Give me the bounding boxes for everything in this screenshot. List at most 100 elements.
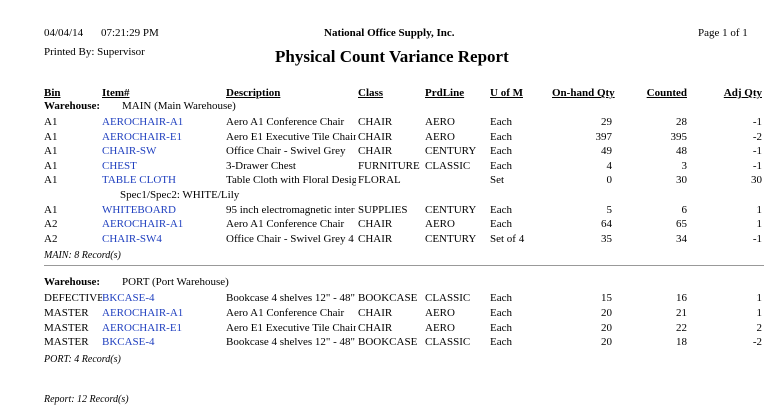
cell: SUPPLIES: [358, 203, 408, 216]
cell: Each: [490, 130, 512, 143]
cell: Each: [490, 292, 512, 305]
cell: CHAIR: [358, 218, 393, 231]
cell: 20: [601, 336, 612, 349]
cell: 64: [601, 218, 612, 231]
company: National Office Supply, Inc.: [324, 27, 455, 39]
column-header: Bin: [44, 87, 61, 99]
cell: 95 inch electromagnetic inter: [226, 203, 355, 216]
cell: CLASSIC: [425, 292, 471, 305]
cell: Each: [490, 336, 512, 349]
cell: 397: [595, 130, 613, 143]
separator: [44, 265, 764, 267]
cell: 65: [676, 218, 687, 231]
page-number: Page 1 of 1: [698, 27, 748, 39]
cell: 6: [681, 203, 688, 216]
cell: 2: [756, 321, 763, 334]
time: 07:21:29 PM: [101, 27, 159, 39]
cell: 48: [676, 145, 687, 158]
cell: BKCASE-4: [102, 336, 155, 349]
cell: -1: [752, 232, 762, 245]
cell: 16: [676, 292, 687, 305]
cell: Table Cloth with Floral Desig: [226, 174, 356, 187]
cell: BOOKCASE: [358, 292, 418, 305]
cell: 15: [601, 292, 612, 305]
report-title: Physical Count Variance Report: [275, 47, 509, 66]
cell: 20: [601, 307, 612, 319]
cell: 20: [601, 321, 612, 334]
group-footer: PORT: 4 Record(s): [44, 353, 121, 365]
cell: AEROCHAIR-A1: [102, 307, 184, 319]
cell: Each: [490, 145, 512, 158]
cell: A1: [44, 145, 58, 158]
cell: Aero E1 Executive Tile Chair: [226, 321, 356, 334]
cell: FLORAL: [358, 174, 401, 187]
cell: CHAIR: [358, 130, 393, 143]
column-header: PrdLine: [425, 87, 465, 99]
cell: DEFECTIVE: [44, 292, 102, 305]
cell: BKCASE-4: [102, 292, 155, 305]
cell: CHAIR-SW4: [102, 232, 162, 245]
cell: 35: [601, 232, 612, 245]
cell: Aero A1 Conference Chair: [226, 307, 345, 319]
cell: A1: [44, 116, 58, 128]
date: 04/04/14: [44, 27, 84, 39]
cell: Each: [490, 218, 512, 231]
warehouse-label: Warehouse:: [44, 100, 101, 112]
cell: Bookcase 4 shelves 12" - 48" 3: [226, 292, 356, 305]
cell: Office Chair - Swivel Grey 4 1: [226, 232, 356, 245]
cell: 5: [606, 203, 613, 216]
report-footer: Report: 12 Record(s): [44, 393, 129, 405]
cell: AEROCHAIR-A1: [102, 116, 184, 128]
column-header: On-hand Qty: [552, 87, 615, 99]
cell: AERO: [425, 130, 455, 143]
cell: A1: [44, 203, 58, 216]
cell: 1: [756, 292, 763, 305]
cell: 18: [676, 336, 687, 349]
cell: AEROCHAIR-A1: [102, 218, 184, 231]
warehouse-name: PORT (Port Warehouse): [122, 276, 229, 289]
column-header: U of M: [490, 87, 523, 99]
cell: CHAIR: [358, 307, 393, 319]
column-header: Description: [226, 87, 281, 99]
cell: 0: [606, 174, 613, 187]
warehouse-label: Warehouse:: [44, 276, 101, 289]
cell: CLASSIC: [425, 159, 471, 172]
cell: CHAIR: [358, 321, 393, 334]
cell: A1: [44, 174, 58, 187]
cell: CENTURY: [425, 145, 477, 158]
cell: -2: [752, 130, 762, 143]
cell: AERO: [425, 218, 455, 231]
cell: Each: [490, 307, 512, 319]
cell: CLASSIC: [425, 336, 471, 349]
cell: AEROCHAIR-E1: [102, 130, 183, 143]
spec-note: Spec1/Spec2: WHITE/Lily: [120, 189, 240, 201]
cell: MASTER: [44, 336, 89, 349]
cell: Bookcase 4 shelves 12" - 48" 3: [226, 336, 356, 349]
cell: Aero A1 Conference Chair: [226, 116, 345, 128]
cell: CHAIR: [358, 116, 393, 128]
cell: 28: [676, 116, 687, 128]
printed-by: Printed By: Supervisor: [44, 46, 145, 58]
cell: CHEST: [102, 159, 137, 172]
cell: A2: [44, 218, 58, 231]
column-header: Counted: [646, 87, 687, 99]
cell: WHITEBOARD: [102, 203, 176, 216]
cell: CHAIR: [358, 232, 393, 245]
cell: CENTURY: [425, 203, 477, 216]
cell: Each: [490, 159, 512, 172]
cell: Set of 4: [490, 232, 525, 245]
cell: A1: [44, 130, 58, 143]
cell: 30: [676, 174, 687, 187]
cell: 34: [676, 232, 687, 245]
cell: 3: [681, 159, 688, 172]
cell: Aero E1 Executive Tile Chair: [226, 130, 356, 143]
cell: 4: [606, 159, 613, 172]
cell: AEROCHAIR-E1: [102, 321, 183, 334]
warehouse-name: MAIN (Main Warehouse): [122, 100, 236, 112]
cell: -1: [752, 159, 762, 172]
cell: AERO: [425, 321, 455, 334]
cell: BOOKCASE: [358, 336, 418, 349]
cell: 29: [601, 116, 612, 128]
cell: Office Chair - Swivel Grey: [226, 145, 346, 158]
